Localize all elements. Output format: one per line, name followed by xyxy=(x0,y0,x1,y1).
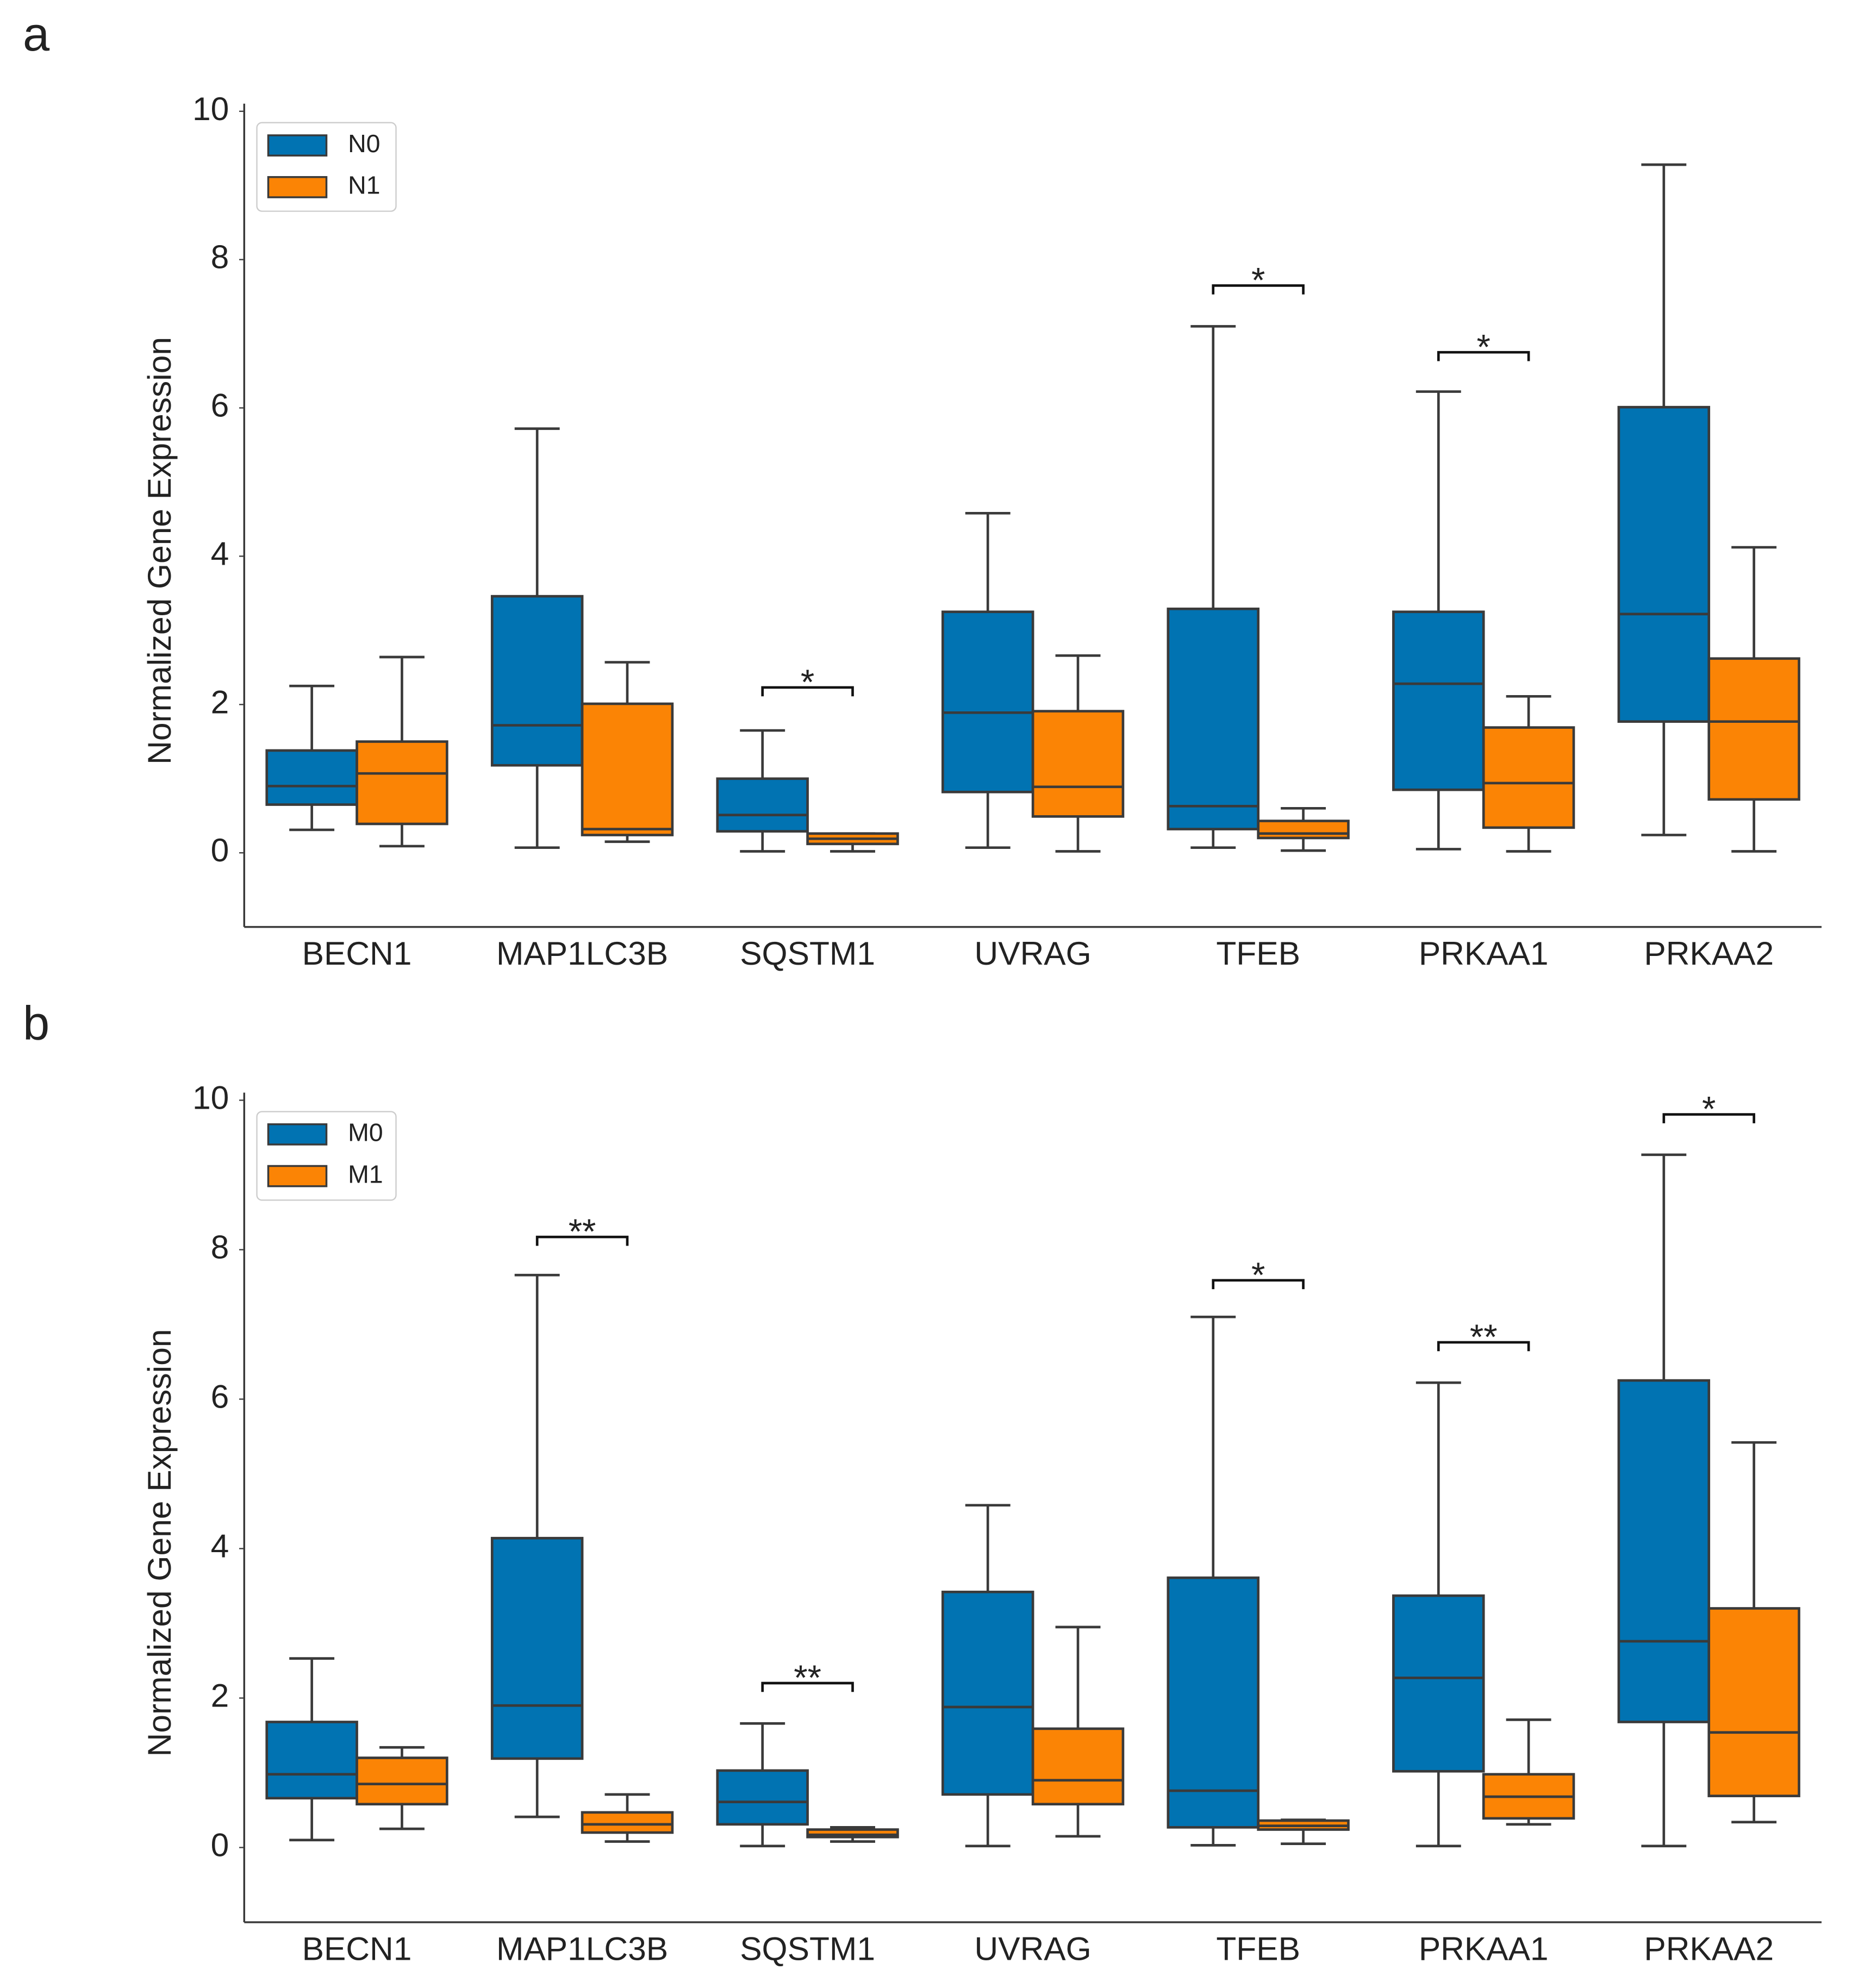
x-tick-label: TFEB xyxy=(1216,1930,1300,1967)
box xyxy=(716,1769,809,1826)
x-tick-label: MAP1LC3B xyxy=(496,935,668,972)
significance-label: ** xyxy=(569,1212,596,1252)
significance-bracket xyxy=(1437,1341,1530,1352)
legend-label: M0 xyxy=(348,1118,383,1147)
significance-label: * xyxy=(801,662,814,702)
significance-label: * xyxy=(1251,1255,1265,1295)
panel-label: a xyxy=(23,7,50,61)
x-tick-label: SQSTM1 xyxy=(740,935,875,972)
legend-swatch xyxy=(267,1123,328,1146)
x-tick-label: PRKAA2 xyxy=(1644,935,1774,972)
significance-bracket xyxy=(761,686,854,697)
box xyxy=(490,1536,584,1760)
box xyxy=(1392,1594,1485,1773)
y-tick-label: 0 xyxy=(211,832,229,868)
significance-bracket xyxy=(1212,1279,1305,1290)
y-tick-label: 8 xyxy=(211,239,229,276)
legend-swatch xyxy=(267,1165,328,1187)
y-axis-label: Normalized Gene Expression xyxy=(141,1329,178,1756)
box xyxy=(1167,1576,1259,1829)
box xyxy=(941,1590,1034,1796)
box xyxy=(1707,1607,1800,1797)
significance-label: * xyxy=(1477,327,1491,367)
y-tick-label: 4 xyxy=(211,1527,229,1564)
x-tick-label: UVRAG xyxy=(975,1930,1092,1967)
significance-label: ** xyxy=(1470,1317,1498,1357)
box xyxy=(356,1756,448,1806)
box xyxy=(490,595,584,767)
panel-label: b xyxy=(23,996,49,1050)
legend-swatch xyxy=(267,134,328,157)
y-tick-label: 2 xyxy=(211,683,229,720)
x-tick-label: UVRAG xyxy=(975,935,1092,972)
legend-swatch xyxy=(267,176,328,198)
significance-label: * xyxy=(1702,1089,1716,1129)
box xyxy=(1617,405,1711,723)
significance-bracket xyxy=(1212,284,1305,295)
panel: a Normalized Gene Expression 0 2 4 6 8 10 BECN1 M… xyxy=(23,7,1822,972)
box xyxy=(941,610,1034,793)
significance-bracket xyxy=(1437,351,1530,361)
x-tick-label: PRKAA2 xyxy=(1644,1930,1774,1967)
box xyxy=(716,777,809,833)
box xyxy=(581,1811,674,1834)
box xyxy=(1257,820,1350,840)
x-tick-label: BECN1 xyxy=(302,935,412,972)
y-tick-label: 6 xyxy=(211,387,229,424)
legend-label: N0 xyxy=(348,129,380,158)
x-tick-label: PRKAA1 xyxy=(1419,1930,1549,1967)
x-tick-label: MAP1LC3B xyxy=(496,1930,668,1967)
box xyxy=(1031,710,1125,818)
significance-label: ** xyxy=(794,1658,821,1698)
x-tick-label: TFEB xyxy=(1216,935,1300,972)
x-tick-label: BECN1 xyxy=(302,1930,412,1967)
legend-label: M1 xyxy=(348,1160,383,1188)
box xyxy=(265,1721,358,1800)
y-tick-label: 2 xyxy=(211,1677,229,1714)
box xyxy=(1617,1379,1711,1723)
x-tick-label: SQSTM1 xyxy=(740,1930,875,1967)
y-tick-label: 4 xyxy=(211,535,229,572)
box xyxy=(1482,726,1575,829)
y-tick-label: 0 xyxy=(211,1826,229,1863)
box xyxy=(1392,610,1485,791)
x-tick-label: PRKAA1 xyxy=(1419,935,1549,972)
box xyxy=(581,702,674,836)
box xyxy=(265,749,358,806)
box xyxy=(1167,607,1259,830)
y-tick-label: 6 xyxy=(211,1378,229,1415)
y-tick-label: 10 xyxy=(192,1079,229,1116)
y-tick-label: 10 xyxy=(192,90,229,127)
panel: b Normalized Gene Expression 0 2 4 6 8 10 BECN1 M… xyxy=(23,996,1822,1967)
y-axis-label: Normalized Gene Expression xyxy=(141,337,178,765)
significance-label: * xyxy=(1251,260,1265,300)
legend-label: N1 xyxy=(348,171,380,199)
significance-bracket xyxy=(761,1681,854,1692)
y-tick-label: 8 xyxy=(211,1228,229,1265)
box xyxy=(1031,1727,1125,1806)
box xyxy=(356,740,448,826)
significance-bracket xyxy=(535,1235,629,1246)
significance-bracket xyxy=(1662,1113,1755,1123)
box xyxy=(1707,657,1800,801)
